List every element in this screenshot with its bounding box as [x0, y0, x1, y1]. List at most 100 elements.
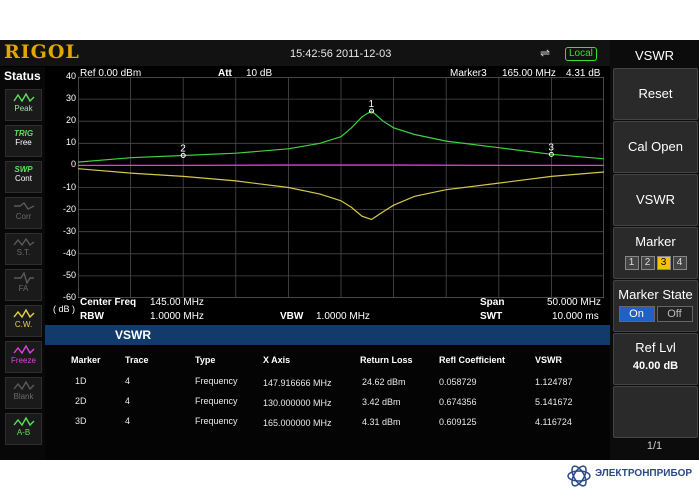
cw-icon [12, 308, 34, 319]
y-tick-label: 30 [65, 93, 76, 104]
swt-value: 10.000 ms [552, 311, 599, 322]
marker-1-label: 1 [369, 99, 375, 110]
top-bar: RIGOL 15:42:56 2011-12-03 ⇌ Local [0, 40, 699, 66]
rbw-label: RBW [80, 311, 104, 322]
peak-icon [12, 92, 34, 103]
status-ab-button[interactable]: A-B [5, 413, 42, 445]
corr-icon [13, 201, 34, 210]
row1-return-loss: 24.62 dBm [362, 377, 406, 387]
trig-icon: TRIG [13, 129, 34, 138]
empty-softkey[interactable] [613, 386, 698, 438]
col-return-loss: Return Loss [360, 355, 413, 365]
status-sweep-button[interactable]: SWP Cont [5, 161, 42, 193]
y-tick-label: 40 [65, 71, 76, 81]
status-trig-label: Free [15, 138, 32, 147]
col-marker: Marker [71, 355, 101, 365]
marker-readout-freq: 165.00 MHz [502, 68, 556, 79]
st-icon [12, 237, 34, 247]
att-label: Att [218, 68, 232, 79]
marker-readout-value: 4.31 dB [566, 68, 601, 79]
row3-marker: 3D [75, 416, 87, 426]
vswr-softkey[interactable]: VSWR [613, 174, 698, 226]
unit-label: ( dB ) [53, 304, 76, 314]
status-blank-button[interactable]: Blank [5, 377, 42, 409]
ab-icon [12, 416, 34, 427]
analyzer-screen: RIGOL 15:42:56 2011-12-03 ⇌ Local Status… [0, 40, 699, 460]
vswr-table-title: VSWR [115, 328, 151, 342]
vswr-table-header: VSWR [45, 325, 610, 345]
marker-1-option[interactable]: 1 [624, 256, 639, 270]
status-freeze-button[interactable]: Freeze [5, 341, 42, 373]
row2-trace: 4 [125, 396, 131, 406]
rbw-value: 1.0000 MHz [150, 311, 204, 322]
ref-level: Ref 0.00 dBm [80, 68, 142, 79]
y-tick-label: 20 [65, 115, 76, 126]
row2-vswr: 5.141672 [535, 397, 573, 407]
timestamp: 15:42:56 2011-12-03 [290, 48, 392, 60]
row3-type: Frequency [195, 416, 238, 426]
marker-3-option[interactable]: 3 [656, 256, 671, 270]
status-trig-button[interactable]: TRIG Free [5, 125, 42, 157]
status-peak-button[interactable]: Peak [5, 89, 42, 121]
center-freq-value: 145.00 MHz [150, 297, 204, 308]
status-st-button[interactable]: S.T. [5, 233, 42, 265]
sweep-icon: SWP [14, 165, 33, 174]
softkey-menu-title: VSWR [635, 48, 674, 63]
local-badge[interactable]: Local [565, 47, 597, 61]
status-cw-button[interactable]: C.W. [5, 305, 42, 337]
marker-3-label: 3 [548, 142, 554, 153]
brand-logo: RIGOL [4, 41, 80, 63]
col-vswr: VSWR [535, 355, 562, 365]
span-label: Span [480, 297, 505, 308]
row1-type: Frequency [195, 376, 238, 386]
marker-1-point [369, 108, 375, 114]
marker-state-off[interactable]: Off [656, 306, 693, 322]
row2-type: Frequency [195, 396, 238, 406]
ref-lvl-label: Ref Lvl [635, 340, 676, 355]
blank-icon [12, 380, 34, 391]
status-corr-button[interactable]: Corr [5, 197, 42, 229]
status-title: Status [4, 69, 41, 83]
status-fa-button[interactable]: FA [5, 269, 42, 301]
col-refl-coefficient: Refl Coefficient [439, 355, 506, 365]
row1-refl-coefficient: 0.058729 [439, 377, 477, 387]
y-tick-label: 10 [65, 137, 76, 148]
status-sweep-label: Cont [15, 174, 32, 183]
ref-lvl-value: 40.00 dB [632, 360, 679, 372]
row3-trace: 4 [125, 416, 131, 426]
row3-return-loss: 4.31 dBm [362, 417, 401, 427]
y-tick-label: 0 [70, 159, 76, 170]
marker-4-option[interactable]: 4 [672, 256, 687, 270]
row1-x-axis: 147.916666 MHz [263, 378, 332, 388]
marker-softkey-label: Marker [635, 234, 676, 249]
trace-green [78, 110, 604, 163]
y-tick-label: -20 [62, 203, 76, 214]
marker-2-option[interactable]: 2 [640, 256, 655, 270]
trace-yellow [78, 168, 604, 221]
marker-2-point [180, 152, 186, 158]
status-blank-label: Blank [13, 392, 34, 401]
row3-vswr: 4.116724 [535, 417, 572, 427]
row3-x-axis: 165.000000 MHz [263, 418, 332, 428]
y-tick-label: -30 [62, 225, 76, 236]
status-st-label: S.T. [16, 248, 31, 257]
ref-lvl-softkey[interactable]: Ref Lvl 40.00 dB [613, 333, 698, 385]
row1-vswr: 1.124787 [535, 377, 573, 387]
marker-state-softkey[interactable]: Marker State On Off [613, 280, 698, 332]
att-value: 10 dB [246, 68, 273, 79]
spectrum-chart: 1 2 3 [78, 77, 604, 298]
col-type: Type [195, 355, 216, 365]
watermark-logo-icon [566, 463, 592, 492]
row2-marker: 2D [75, 396, 87, 406]
reset-softkey[interactable]: Reset [613, 68, 698, 120]
col-trace: Trace [125, 355, 149, 365]
row2-return-loss: 3.42 dBm [362, 397, 401, 407]
y-tick-label: -10 [62, 181, 76, 192]
status-cw-label: C.W. [14, 320, 33, 329]
cal-open-softkey[interactable]: Cal Open [613, 121, 698, 173]
status-fa-label: FA [18, 284, 29, 293]
swt-label: SWT [480, 311, 503, 322]
marker-state-on[interactable]: On [618, 306, 655, 322]
